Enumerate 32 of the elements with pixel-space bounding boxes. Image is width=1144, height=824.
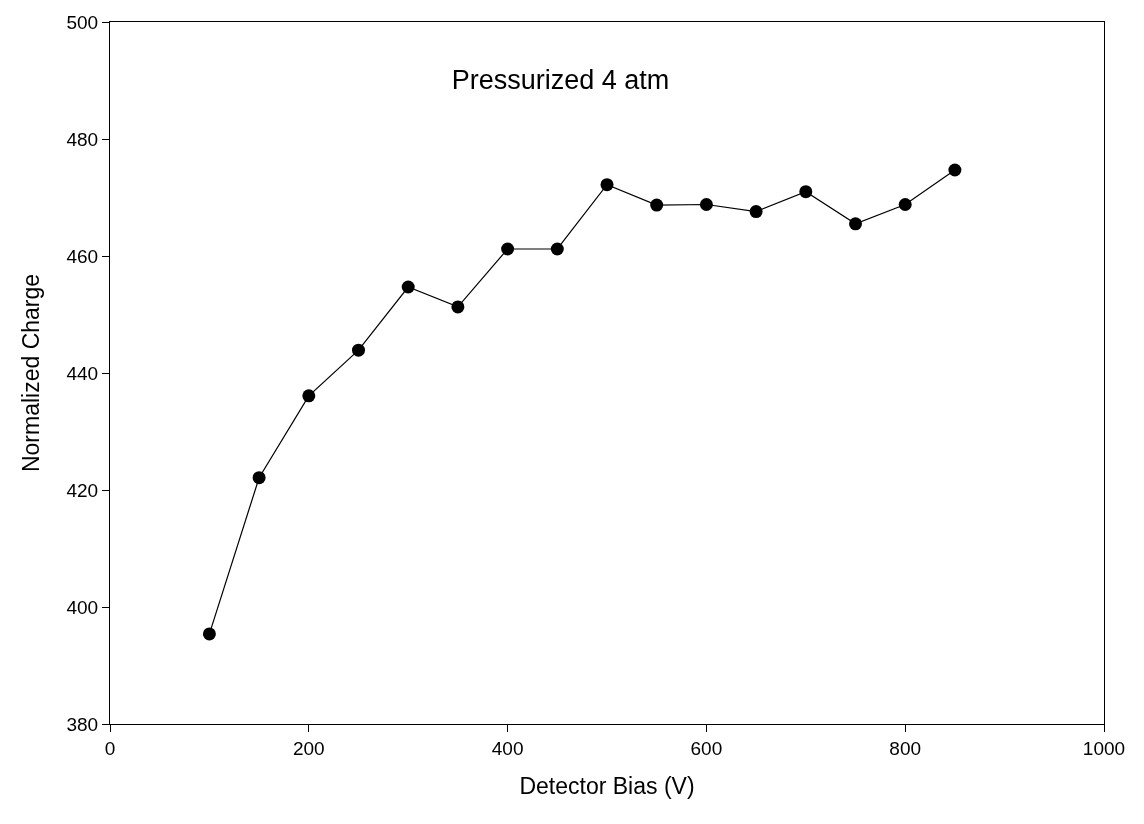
y-tick-label: 480 xyxy=(66,128,99,150)
point xyxy=(699,198,713,212)
point xyxy=(799,185,813,199)
point xyxy=(650,198,664,212)
y-axis-title: Normalized Charge xyxy=(17,273,44,473)
x-tick-label: 1000 xyxy=(1082,737,1126,759)
point xyxy=(550,242,564,256)
x-tick-label: 200 xyxy=(292,737,325,759)
point xyxy=(898,198,912,212)
x-tick-label: 600 xyxy=(690,737,723,759)
point xyxy=(451,300,465,314)
point xyxy=(600,178,614,192)
point xyxy=(849,217,862,231)
point xyxy=(302,389,316,403)
point xyxy=(352,343,365,357)
y-tick-label: 440 xyxy=(66,362,99,384)
text: Pressurized 4 atm xyxy=(451,64,670,95)
point xyxy=(401,280,415,294)
y-tick-label: 420 xyxy=(66,479,99,501)
y-tick-label: 400 xyxy=(66,596,99,618)
point xyxy=(948,163,962,177)
point xyxy=(202,627,216,641)
point xyxy=(749,205,763,219)
point xyxy=(252,471,266,485)
y-tick-label: 380 xyxy=(66,713,99,735)
x-axis-title: Detector Bias (V) xyxy=(519,773,695,800)
x-tick-label: 0 xyxy=(104,737,116,759)
x-tick-label: 400 xyxy=(491,737,524,759)
y-tick-label: 500 xyxy=(66,11,99,33)
y-tick-label: 460 xyxy=(66,245,99,267)
point xyxy=(501,242,515,256)
x-tick-label: 800 xyxy=(889,737,922,759)
